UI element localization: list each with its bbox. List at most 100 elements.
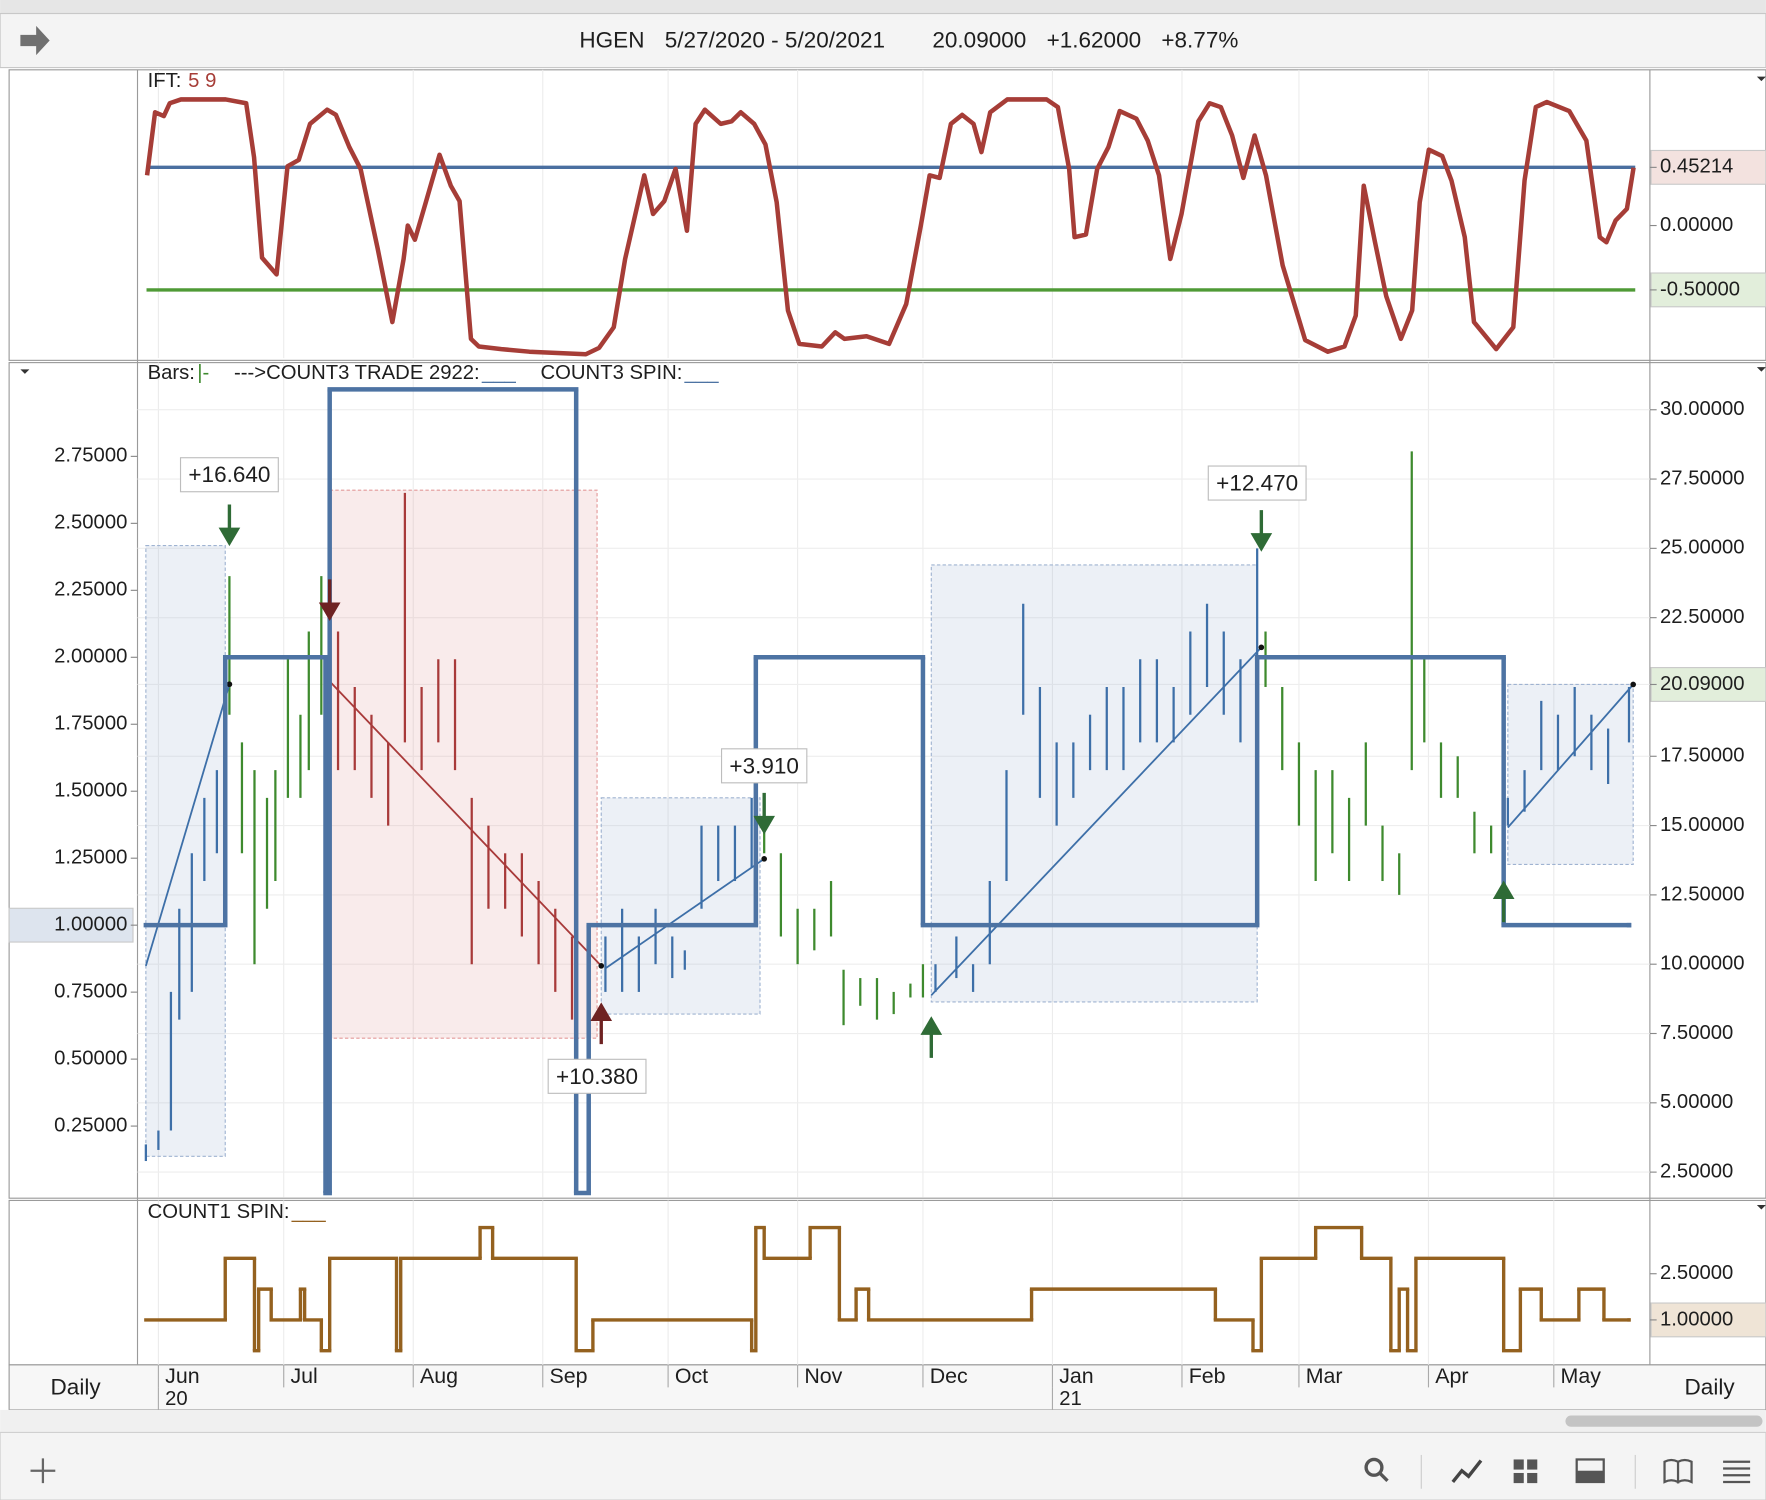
x-tick-label: May (1561, 1364, 1602, 1388)
y-tick-label: -0.50000 (1660, 278, 1740, 300)
line-chart-button[interactable] (1451, 1459, 1483, 1484)
signal-arrow (218, 504, 241, 547)
signal-arrow (920, 1016, 943, 1058)
trade-box (329, 489, 598, 1039)
trade-label-box (547, 1058, 647, 1094)
price-change: +1.62000 (1047, 28, 1142, 53)
y-tick-label: 1.75000 (54, 713, 127, 735)
y-tick-label: 2.50000 (1660, 1160, 1733, 1182)
menu-button[interactable] (1723, 1460, 1751, 1484)
trade-label-box (1207, 465, 1307, 501)
scroll-thumb[interactable] (1565, 1415, 1763, 1427)
y-tick-label: 20.09000 (1660, 673, 1745, 695)
trade-label: +10.380 (556, 1064, 638, 1089)
signal-arrow (753, 792, 776, 835)
trade-label: +3.910 (729, 753, 799, 778)
trade-label-box (720, 748, 808, 784)
year-label: 21 (1059, 1388, 1082, 1410)
header-text: HGEN 5/27/2020 - 5/20/2021 20.09000 +1.6200… (579, 28, 1238, 53)
date-range: 5/27/2020 - 5/20/2021 (665, 28, 885, 53)
legend-title: IFT: (148, 71, 182, 93)
y-tick-label: 12.50000 (1660, 883, 1745, 905)
legend-marker: ___ (481, 362, 517, 384)
toolbar (0, 1431, 1766, 1500)
x-tick-label: Apr (1435, 1364, 1468, 1388)
y-tick-label: 1.50000 (54, 780, 127, 802)
year-label: 20 (165, 1388, 188, 1410)
y-tick-label: 30.00000 (1660, 398, 1745, 420)
signal-arrow (590, 1002, 613, 1045)
y-tick-label: 17.50000 (1660, 745, 1745, 767)
y-tick-label: 27.50000 (1660, 467, 1745, 489)
legend-text: --->COUNT3 TRADE 2922: (234, 362, 480, 384)
x-tick-label: Sep (550, 1364, 588, 1388)
symbol: HGEN (579, 28, 644, 53)
panel-button[interactable] (1575, 1458, 1605, 1484)
add-button[interactable] (30, 1458, 56, 1484)
trend-end-dot (226, 681, 233, 688)
layout-button[interactable] (1513, 1459, 1538, 1484)
panel-legend: COUNT1 SPIN: ___ (148, 1201, 327, 1223)
nav-arrow-button[interactable] (20, 25, 50, 56)
y-tick-label: 15.00000 (1660, 814, 1745, 836)
y-tick-label: 0.50000 (54, 1047, 127, 1069)
trend-line (144, 683, 231, 967)
y-tick-label: 7.50000 (1660, 1022, 1733, 1044)
trade-box (930, 564, 1258, 1003)
x-tick-label: Aug (420, 1364, 458, 1388)
trend-line (1507, 683, 1634, 829)
y-tick-label: 2.50000 (54, 512, 127, 534)
signal-arrow (318, 579, 341, 622)
trend-line (329, 680, 602, 967)
y-tick-label: 2.00000 (54, 646, 127, 668)
y-tick-label: 5.00000 (1660, 1091, 1733, 1113)
header-bar (0, 12, 1766, 69)
trade-label: +16.640 (188, 462, 270, 487)
trend-end-dot (1258, 644, 1265, 651)
x-tick-label: Jan (1059, 1364, 1093, 1388)
trade-label: +12.470 (1216, 471, 1298, 496)
legend-marker: ___ (684, 362, 720, 384)
x-tick-label: Oct (675, 1364, 708, 1388)
legend-marker: |- (197, 362, 209, 384)
y-tick-label: 0.75000 (54, 981, 127, 1003)
x-axis-strip (8, 1364, 1766, 1411)
y-tick-label: 1.00000 (1660, 1308, 1733, 1330)
y-tick-label: 0.25000 (54, 1114, 127, 1136)
scroll-track (0, 1409, 1766, 1433)
y-tick-label: 2.50000 (1660, 1262, 1733, 1284)
x-tick-label: Dec (930, 1364, 968, 1388)
last-price: 20.09000 (932, 28, 1026, 53)
period-left[interactable]: Daily (51, 1374, 102, 1399)
search-button[interactable] (1364, 1457, 1389, 1483)
panel-legend: IFT: 5 9 (148, 71, 217, 93)
legend-title: COUNT1 SPIN: (148, 1201, 290, 1223)
x-tick-label: Nov (804, 1364, 842, 1388)
ift-line (144, 97, 1636, 357)
trend-end-dot (1630, 681, 1636, 688)
legend-text: Bars: (148, 362, 195, 384)
trade-label-box (179, 457, 279, 493)
percent-change: +8.77% (1161, 28, 1238, 53)
trend-line (930, 646, 1263, 996)
trade-box (1507, 683, 1634, 865)
y-tick-label: 22.50000 (1660, 606, 1745, 628)
x-tick-label: Jun (165, 1364, 199, 1388)
trend-line (604, 858, 765, 970)
legend-text: COUNT3 SPIN: (541, 362, 683, 384)
trade-box (600, 797, 761, 1015)
window-strip (0, 0, 1766, 14)
trend-end-dot (761, 856, 767, 862)
y-tick-label: 1.25000 (54, 847, 127, 869)
legend-params: 5 9 (188, 71, 216, 93)
current-value-box (8, 907, 134, 943)
y-tick-label: 0.00000 (1660, 214, 1733, 236)
signal-arrow (1250, 510, 1273, 552)
book-button[interactable] (1663, 1458, 1693, 1484)
current-value-box (1650, 667, 1766, 702)
y-tick-label: 10.00000 (1660, 953, 1745, 975)
signal-arrow (1492, 880, 1515, 923)
y-tick-label: 0.45214 (1660, 156, 1733, 178)
period-right[interactable]: Daily (1685, 1374, 1736, 1399)
